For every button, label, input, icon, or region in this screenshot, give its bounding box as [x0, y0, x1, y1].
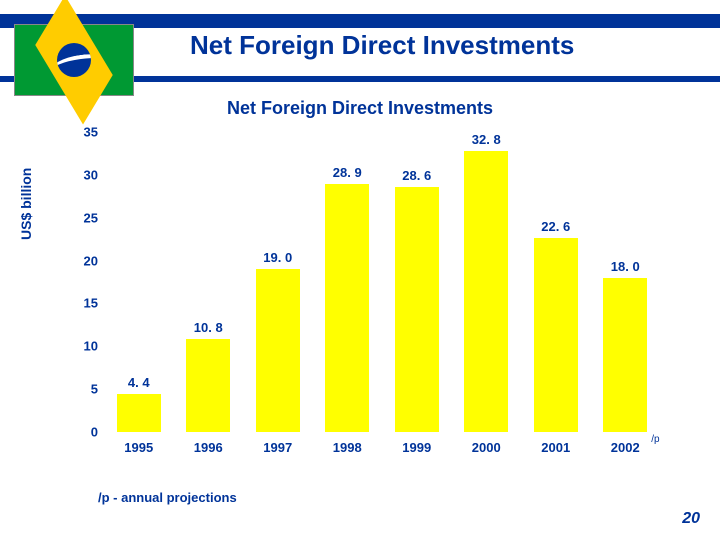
- y-tick: 20: [58, 253, 98, 268]
- flag-circle: [57, 43, 91, 77]
- bar: 28. 9: [325, 132, 369, 432]
- bar-rect: [603, 278, 647, 432]
- bar-rect: [186, 339, 230, 432]
- y-tick: 30: [58, 167, 98, 182]
- bar-value-label: 22. 6: [541, 219, 570, 234]
- chart-title: Net Foreign Direct Investments: [0, 98, 720, 119]
- bar-value-label: 10. 8: [194, 320, 223, 335]
- y-tick: 5: [58, 382, 98, 397]
- footnote: /p - annual projections: [98, 490, 237, 505]
- bar-value-label: 18. 0: [611, 259, 640, 274]
- bar-rect: [464, 151, 508, 432]
- page-title: Net Foreign Direct Investments: [190, 30, 710, 61]
- y-tick: 15: [58, 296, 98, 311]
- bar-value-label: 28. 9: [333, 165, 362, 180]
- bar-rect: [325, 184, 369, 432]
- x-tick-label: 2000: [456, 440, 516, 455]
- bar: 10. 8: [186, 132, 230, 432]
- x-tick-label: 1998: [317, 440, 377, 455]
- slide: Net Foreign Direct Investments Net Forei…: [0, 0, 720, 540]
- bar-chart: 4. 410. 819. 028. 928. 632. 822. 618. 0 …: [60, 132, 660, 462]
- bar-value-label: 28. 6: [402, 168, 431, 183]
- x-tick-label: 1995: [109, 440, 169, 455]
- page-number: 20: [682, 510, 700, 528]
- bar-value-label: 4. 4: [128, 375, 150, 390]
- x-tick-label: 1997: [248, 440, 308, 455]
- bar: 18. 0: [603, 132, 647, 432]
- y-axis-label: US$ billion: [18, 168, 34, 240]
- bar-value-label: 32. 8: [472, 132, 501, 147]
- bar-rect: [117, 394, 161, 432]
- bar-rect: [256, 269, 300, 432]
- x-tick-label: 1999: [387, 440, 447, 455]
- bars-container: 4. 4 10. 8 19. 0 28. 9 28. 6 32. 8 22. 6 18. 0: [104, 132, 660, 432]
- x-tick-label: 2001: [526, 440, 586, 455]
- plot-area: 4. 410. 819. 028. 928. 632. 822. 618. 0 …: [104, 132, 660, 432]
- bar: 32. 8: [464, 132, 508, 432]
- y-tick: 35: [58, 125, 98, 140]
- bar: 22. 6: [534, 132, 578, 432]
- bar-rect: [395, 187, 439, 432]
- x-tick-label: 2002: [595, 440, 655, 455]
- y-tick: 10: [58, 339, 98, 354]
- x-suffix: /p: [651, 434, 659, 445]
- bar: 28. 6: [395, 132, 439, 432]
- y-tick: 25: [58, 210, 98, 225]
- brazil-flag-icon: [14, 24, 134, 96]
- x-tick-label: 1996: [178, 440, 238, 455]
- bar: 4. 4: [117, 132, 161, 432]
- bar-value-label: 19. 0: [263, 250, 292, 265]
- y-tick: 0: [58, 425, 98, 440]
- bar-rect: [534, 238, 578, 432]
- bar: 19. 0: [256, 132, 300, 432]
